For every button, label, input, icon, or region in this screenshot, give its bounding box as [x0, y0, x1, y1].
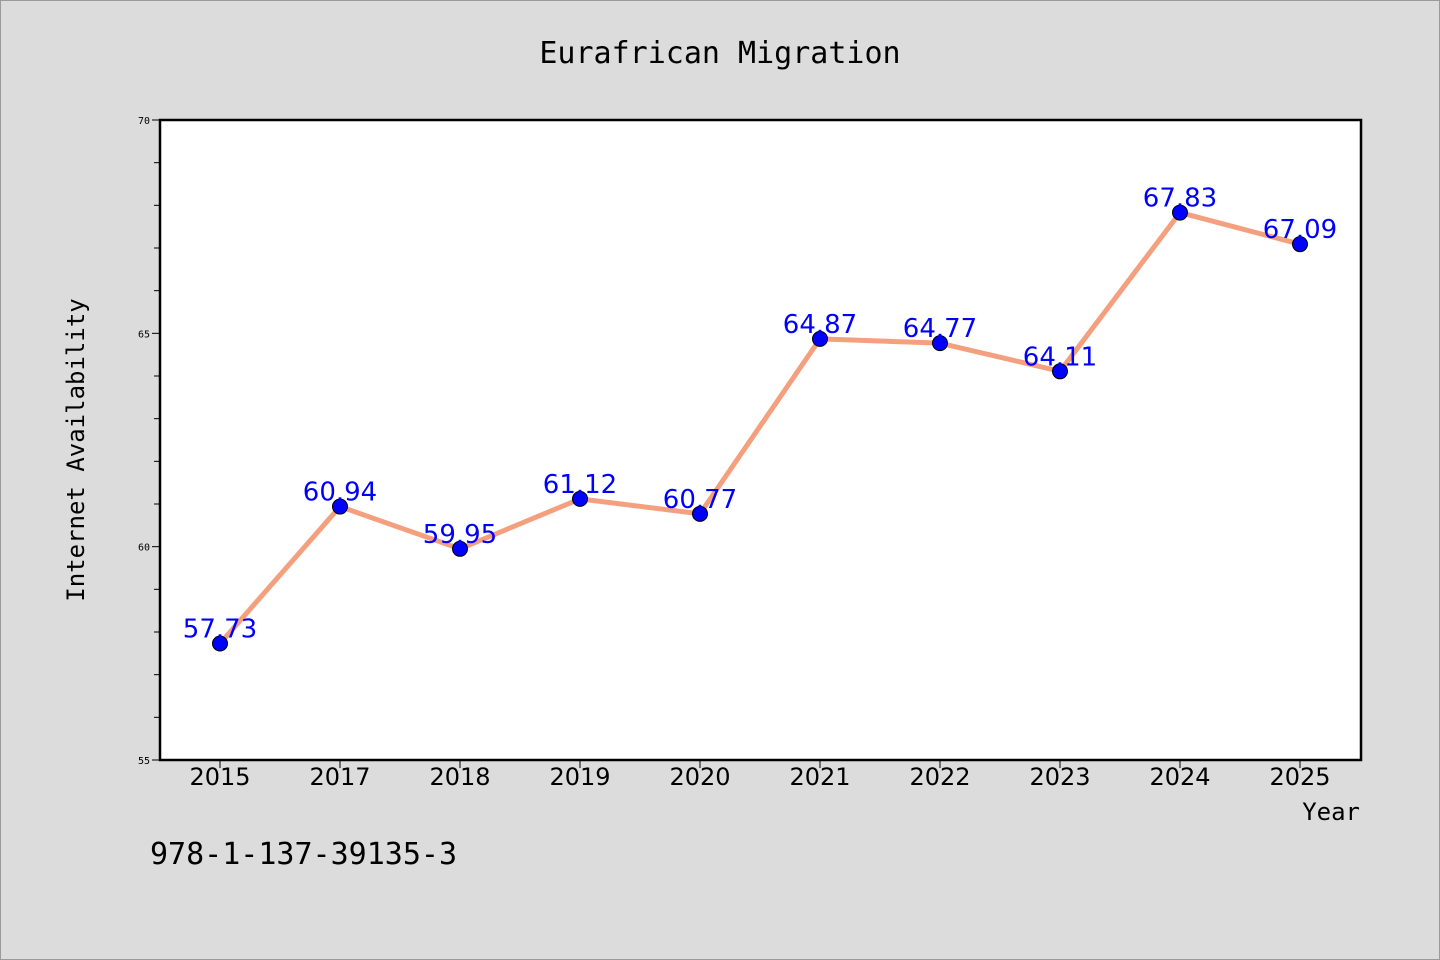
data-point: [332, 498, 348, 515]
data-label: 60.94: [303, 478, 377, 508]
plot-area: [158, 118, 1363, 762]
x-tick-label: 2019: [549, 763, 610, 791]
data-label: 67.09: [1263, 215, 1337, 245]
data-labels: 57.73 60.94 59.95 61.12 60.77 64.87 64.77 64.11…: [183, 184, 1337, 645]
data-point: [1292, 236, 1308, 253]
data-label: 64.77: [903, 314, 977, 344]
data-label: 57.73: [183, 615, 257, 645]
y-tick-label: 65: [138, 329, 150, 340]
x-axis: 2015 2017 2018 2019 2020 2021 2022 2023 2024 2025: [189, 760, 1331, 791]
y-tick-label: 60: [138, 543, 150, 554]
x-tick-label: 2023: [1029, 763, 1090, 791]
footnote-isbn: 978-1-137-39135-3: [150, 837, 457, 872]
y-tick-label: 70: [138, 116, 150, 127]
y-axis-title: Internet Availability: [62, 298, 90, 601]
data-point: [572, 490, 588, 507]
y-axis: 55 60 65 70: [138, 116, 160, 767]
data-label: 61.12: [543, 470, 617, 500]
x-tick-label: 2017: [309, 763, 370, 791]
data-point: [692, 505, 708, 522]
data-label: 59.95: [423, 520, 497, 550]
x-tick-label: 2022: [909, 763, 970, 791]
x-axis-title: Year: [1302, 798, 1360, 826]
data-point: [812, 330, 828, 347]
x-tick-label: 2015: [189, 763, 250, 791]
data-point: [1172, 204, 1188, 221]
data-point: [452, 540, 468, 557]
data-point: [932, 335, 948, 352]
series-markers: [212, 204, 1308, 652]
x-tick-label: 2025: [1269, 763, 1330, 791]
x-tick-label: 2018: [429, 763, 490, 791]
x-tick-label: 2021: [789, 763, 850, 791]
x-tick-label: 2024: [1149, 763, 1210, 791]
x-tick-label: 2020: [669, 763, 730, 791]
data-point: [1052, 363, 1068, 380]
chart-title: Eurafrican Migration: [539, 36, 900, 71]
data-label: 64.87: [783, 310, 857, 340]
data-label: 60.77: [663, 485, 737, 515]
data-label: 67.83: [1143, 184, 1217, 214]
y-tick-label: 55: [138, 756, 150, 767]
data-label: 64.11: [1023, 342, 1097, 372]
series-line: [218, 210, 1301, 646]
data-point: [212, 635, 228, 652]
